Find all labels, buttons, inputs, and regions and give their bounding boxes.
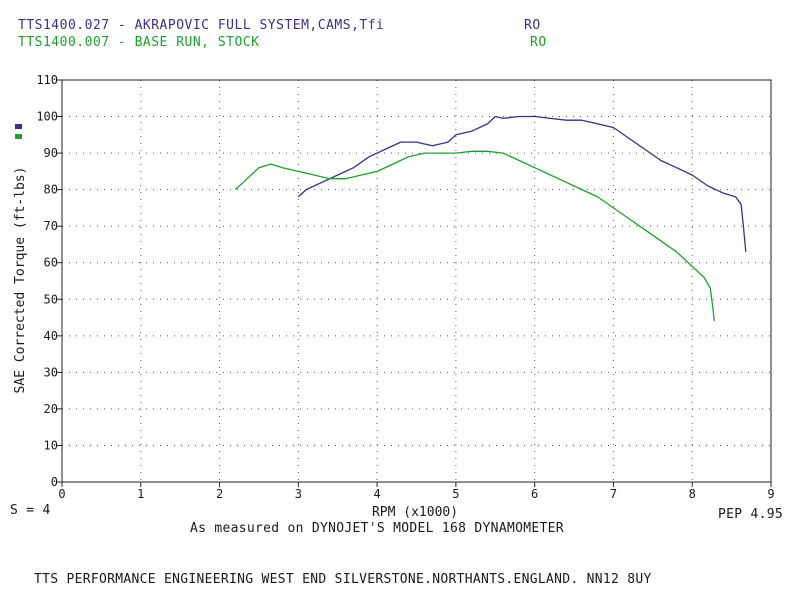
y-tick-label: 0 (51, 475, 58, 489)
y-tick-label: 110 (36, 73, 58, 87)
company-footer: TTS PERFORMANCE ENGINEERING WEST END SIL… (34, 572, 652, 587)
x-tick-label: 6 (531, 487, 538, 501)
run2-title: TTS1400.007 - BASE RUN, STOCK (18, 35, 260, 50)
y-tick-label: 100 (36, 110, 58, 124)
y-tick-label: 90 (44, 146, 58, 160)
series-line-2 (234, 150, 715, 322)
y-tick-label: 40 (44, 329, 58, 343)
run2-legend-swatch (15, 134, 22, 139)
series-layer (234, 115, 747, 322)
smoothing-label: S = 4 (10, 503, 51, 518)
measure-note: As measured on DYNOJET'S MODEL 168 DYNAM… (190, 521, 564, 536)
run1-tag: RO (524, 18, 541, 33)
y-tick-label: 70 (44, 219, 58, 233)
x-tick-label: 7 (610, 487, 617, 501)
x-tick-label: 0 (58, 487, 65, 501)
x-tick-label: 8 (689, 487, 696, 501)
run1-title: TTS1400.027 - AKRAPOVIC FULL SYSTEM,CAMS… (18, 18, 385, 33)
x-tick-label: 1 (137, 487, 144, 501)
y-axis-label: SAE Corrected Torque (ft-lbs) (13, 167, 28, 394)
y-tick-label: 60 (44, 256, 58, 270)
x-axis-label: RPM (x1000) (372, 505, 458, 520)
x-tick-label: 9 (767, 487, 774, 501)
y-tick-label: 20 (44, 402, 58, 416)
x-tick-label: 2 (216, 487, 223, 501)
y-tick-label: 80 (44, 183, 58, 197)
run2-tag: RO (530, 35, 547, 50)
y-tick-label: 30 (44, 365, 58, 379)
y-tick-label: 10 (44, 438, 58, 452)
y-tick-label: 50 (44, 292, 58, 306)
series-line-1 (297, 115, 747, 252)
x-tick-label: 5 (452, 487, 459, 501)
plot-frame (61, 79, 772, 483)
version-label: PEP 4.95 (718, 507, 784, 522)
x-tick-label: 4 (373, 487, 380, 501)
grid-layer (62, 80, 771, 482)
run1-legend-swatch (15, 124, 22, 129)
x-tick-label: 3 (295, 487, 302, 501)
